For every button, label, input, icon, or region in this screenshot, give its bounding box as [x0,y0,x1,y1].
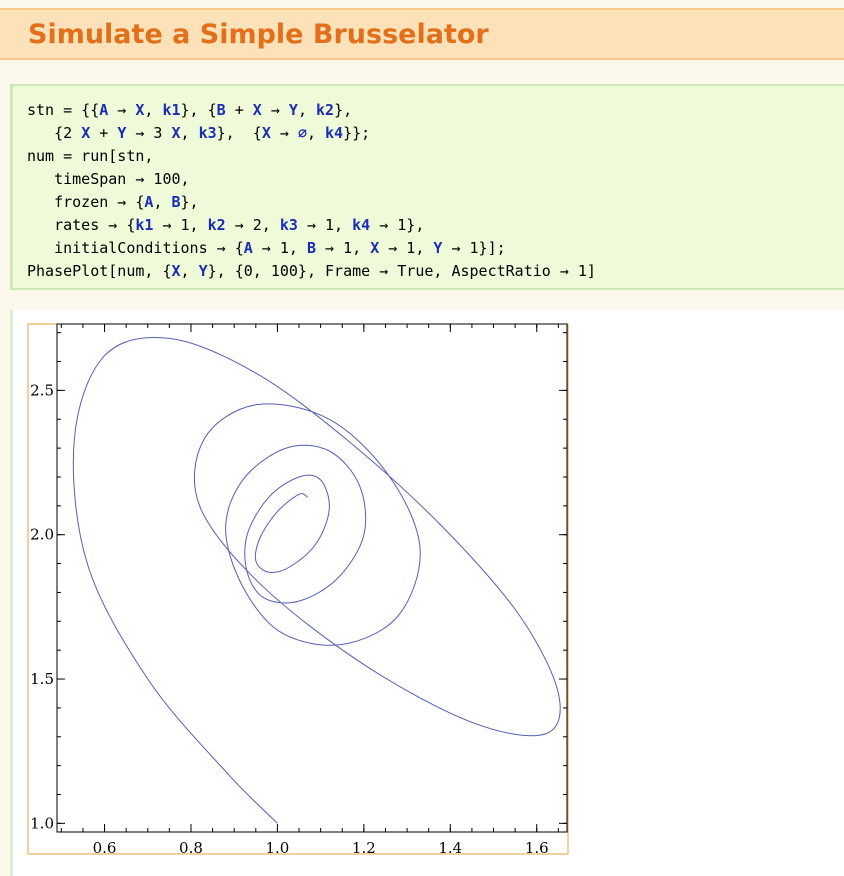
code-symbol: A [243,239,253,257]
code-text: , [180,262,199,280]
code-symbol: A [144,193,154,211]
x-tick-label: 0.8 [179,839,203,857]
code-text: PhasePlot[num, { [27,262,172,280]
phase-plot[interactable]: 0.6 0.8 1.0 1.2 1.4 1.6 1.0 1.5 2.0 2.5 [13,310,844,876]
code-text: initialConditions → { [27,239,244,257]
code-symbol: B [171,193,181,211]
code-text: , [144,101,163,119]
code-line: rates → {k1 → 1, k2 → 2, k3 → 1, k4 → 1}… [27,214,596,237]
code-text: {2 [27,124,82,142]
code-symbol: X [252,101,262,119]
code-text: → [270,124,298,142]
code-text: → [261,101,289,119]
y-tick-label: 2.0 [30,526,54,544]
code-symbol: X [135,101,145,119]
code-symbol: k2 [207,216,226,234]
section-title: Simulate a Simple Brusselator [28,19,489,50]
code-text: }, { [180,101,217,119]
x-tick-label: 1.4 [438,839,462,857]
code-text: → 1}]; [442,239,506,257]
code-text: , [297,101,316,119]
code-text: , [180,124,199,142]
code-text: , [306,124,326,142]
code-text: stn = {{ [27,101,100,119]
code-text: num = run[stn, [27,147,154,165]
code-line: {2 X + Y → 3 X, k3}, {X → ∅, k4}}; [27,122,596,145]
code-line: timeSpan → 100, [27,168,596,191]
code-text: → [108,101,136,119]
code-line: num = run[stn, [27,145,596,168]
code-symbol: X [370,239,380,257]
code-text: → 1, [379,239,434,257]
plot-ticks: 0.6 0.8 1.0 1.2 1.4 1.6 1.0 1.5 2.0 2.5 [30,324,567,857]
code-symbol: Y [288,101,298,119]
code-symbol: k4 [352,216,371,234]
x-tick-label: 1.2 [352,839,376,857]
code-text: }, [334,101,353,119]
code-text: }, [180,193,199,211]
code-symbol: B [216,101,226,119]
output-cell[interactable]: 0.6 0.8 1.0 1.2 1.4 1.6 1.0 1.5 2.0 2.5 [10,310,844,876]
code-symbol: A [99,101,109,119]
code-line: initialConditions → {A → 1, B → 1, X → 1… [27,237,596,260]
code-symbol: Y [117,124,127,142]
code-text: + [90,124,118,142]
code-symbol: ∅ [297,124,307,142]
code-line: stn = {{A → X, k1}, {B + X → Y, k2}, [27,99,596,122]
code-text: → 1, [297,216,353,234]
code-text: }, {0, 100}, Frame → True, AspectRatio →… [207,262,596,280]
code-block[interactable]: stn = {{A → X, k1}, {B + X → Y, k2}, {2 … [27,99,596,283]
input-cell[interactable]: stn = {{A → X, k1}, {B + X → Y, k2}, {2 … [10,84,844,290]
plot-selection-box[interactable] [27,323,569,855]
code-text: → 1, [316,239,371,257]
code-text: }}; [343,124,371,142]
code-line: frozen → {A, B}, [27,191,596,214]
code-symbol: Y [433,239,443,257]
code-text: timeSpan → 100, [27,170,190,188]
code-text: , [153,193,172,211]
code-text: → 1, [153,216,208,234]
plot-frame [56,323,568,833]
x-tick-label: 1.6 [525,839,549,857]
code-text: → 3 [126,124,172,142]
code-text: → 1}, [370,216,425,234]
code-symbol: X [171,262,181,280]
code-text: rates → { [27,216,136,234]
code-symbol: k1 [135,216,154,234]
code-symbol: X [261,124,271,142]
code-text: }, { [216,124,262,142]
code-symbol: X [171,124,181,142]
code-symbol: k3 [198,124,217,142]
section-title-bar: Simulate a Simple Brusselator [0,8,844,60]
code-symbol: k3 [279,216,298,234]
code-text: → 2, [225,216,280,234]
code-line: PhasePlot[num, {X, Y}, {0, 100}, Frame →… [27,260,596,283]
code-symbol: k2 [316,101,335,119]
y-tick-label: 2.5 [30,381,54,399]
code-text: + [225,101,253,119]
code-symbol: X [81,124,91,142]
code-text: → 1, [252,239,307,257]
code-symbol: Y [198,262,208,280]
code-text: frozen → { [27,193,145,211]
code-symbol: k1 [162,101,181,119]
y-tick-label: 1.0 [30,814,54,832]
code-symbol: B [306,239,316,257]
phase-trajectory [72,336,561,824]
x-tick-label: 0.6 [93,839,117,857]
x-tick-label: 1.0 [265,839,289,857]
code-symbol: k4 [325,124,344,142]
y-tick-label: 1.5 [30,670,54,688]
